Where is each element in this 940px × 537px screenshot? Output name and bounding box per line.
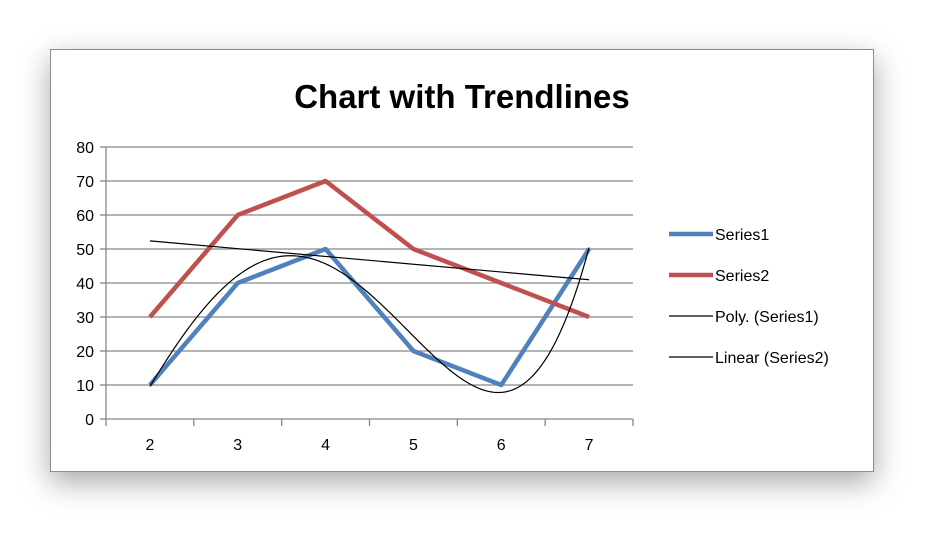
- y-tick-label: 70: [76, 174, 94, 191]
- y-tick-label: 0: [85, 412, 94, 429]
- series-line: [148, 178, 590, 320]
- x-tick-label: 6: [497, 437, 506, 454]
- series-lines: [148, 178, 591, 388]
- x-tick-label: 3: [233, 437, 242, 454]
- series-line: [148, 246, 591, 388]
- trendlines: [149, 240, 590, 394]
- y-tick-label: 60: [76, 208, 94, 225]
- gridlines: [106, 146, 633, 386]
- legend-label: Series2: [715, 268, 769, 285]
- y-tick-label: 10: [76, 378, 94, 395]
- axes: 0 10 20 30 40 50 60 70 80 2 3 4 5 6 7: [76, 140, 634, 454]
- y-tick-label: 30: [76, 310, 94, 327]
- y-tick-label: 80: [76, 140, 94, 157]
- chart-frame: Chart with Trendlines 0 10 20 30 40 50 60 70 80 2…: [50, 49, 874, 472]
- legend: Series1 Series2 Poly. (Series1) Linear (Ser…: [669, 227, 829, 367]
- chart-svg: Chart with Trendlines 0 10 20 30 40 50 60 70 80 2…: [76, 78, 829, 454]
- legend-label: Linear (Series2): [715, 350, 829, 367]
- x-tick-label: 5: [409, 437, 418, 454]
- trendline-path: [149, 240, 590, 281]
- x-tick-label: 4: [321, 437, 330, 454]
- legend-label: Poly. (Series1): [715, 309, 819, 326]
- chart-title: Chart with Trendlines: [294, 78, 630, 115]
- y-tick-label: 20: [76, 344, 94, 361]
- x-tick-label: 2: [145, 437, 154, 454]
- x-tick-label: 7: [585, 437, 594, 454]
- y-tick-label: 40: [76, 276, 94, 293]
- trendline-path: [149, 247, 590, 394]
- legend-label: Series1: [715, 227, 769, 244]
- y-tick-label: 50: [76, 242, 94, 259]
